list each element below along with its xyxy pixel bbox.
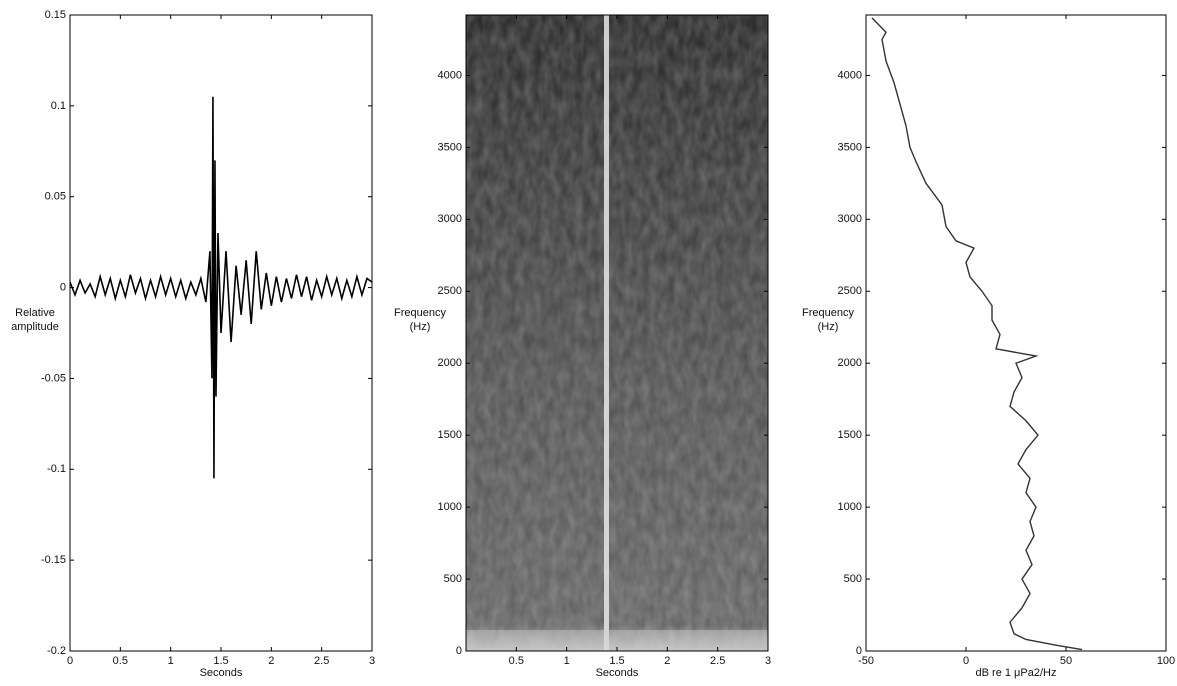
y-axis-label: (Hz) xyxy=(410,321,431,333)
y-tick-label: 2500 xyxy=(438,285,462,297)
x-tick-label: 0.5 xyxy=(509,655,524,667)
x-tick-label: 1 xyxy=(168,655,174,667)
y-tick-label: 1000 xyxy=(838,501,862,513)
y-tick-label: 0 xyxy=(856,645,862,657)
y-tick-label: 3000 xyxy=(838,213,862,225)
spectrogram-image xyxy=(466,15,768,651)
y-tick-label: 0.05 xyxy=(45,191,66,203)
y-tick-label: 1500 xyxy=(838,429,862,441)
y-tick-label: 0 xyxy=(60,281,66,293)
y-tick-label: 4000 xyxy=(838,69,862,81)
x-tick-label: 2 xyxy=(664,655,670,667)
y-tick-label: 0.1 xyxy=(51,100,66,112)
y-axis-label: amplitude xyxy=(11,321,59,333)
y-tick-label: 3000 xyxy=(438,213,462,225)
x-axis-label: Seconds xyxy=(200,667,243,679)
x-tick-label: 3 xyxy=(765,655,771,667)
y-tick-label: 500 xyxy=(844,573,862,585)
y-tick-label: 3500 xyxy=(438,141,462,153)
x-tick-label: 1.5 xyxy=(609,655,624,667)
spectrum-line xyxy=(871,17,1083,651)
y-tick-label: -0.1 xyxy=(47,463,66,475)
y-tick-label: 500 xyxy=(444,573,462,585)
y-tick-label: -0.15 xyxy=(41,554,66,566)
y-axis-label: Relative xyxy=(15,307,55,319)
x-tick-label: 50 xyxy=(1060,655,1072,667)
x-tick-label: 0.5 xyxy=(113,655,128,667)
x-tick-label: 0 xyxy=(963,655,969,667)
waveform xyxy=(69,96,373,479)
y-axis-label: Frequency xyxy=(802,307,854,319)
y-tick-label: 0 xyxy=(456,645,462,657)
y-axis-label: (Hz) xyxy=(818,321,839,333)
x-tick-label: 2.5 xyxy=(314,655,329,667)
x-tick-label: 1.5 xyxy=(213,655,228,667)
x-tick-label: -50 xyxy=(858,655,874,667)
x-tick-label: 3 xyxy=(369,655,375,667)
y-tick-label: 4000 xyxy=(438,69,462,81)
x-tick-label: 2 xyxy=(268,655,274,667)
y-tick-label: 1500 xyxy=(438,429,462,441)
y-axis-label: Frequency xyxy=(394,307,446,319)
x-tick-label: 0 xyxy=(67,655,73,667)
x-tick-label: 2.5 xyxy=(710,655,725,667)
y-tick-label: 0.15 xyxy=(45,9,66,21)
x-axis-label: dB re 1 μPa2/Hz xyxy=(976,667,1057,679)
y-tick-label: 3500 xyxy=(838,141,862,153)
plot-frame xyxy=(865,14,1167,652)
y-tick-label: 1000 xyxy=(438,501,462,513)
x-axis-label: Seconds xyxy=(596,667,639,679)
y-tick-label: -0.2 xyxy=(47,645,66,657)
y-tick-label: -0.05 xyxy=(41,372,66,384)
x-tick-label: 1 xyxy=(564,655,570,667)
y-tick-label: 2000 xyxy=(838,357,862,369)
x-tick-label: 100 xyxy=(1157,655,1175,667)
y-tick-label: 2000 xyxy=(438,357,462,369)
y-tick-label: 2500 xyxy=(838,285,862,297)
